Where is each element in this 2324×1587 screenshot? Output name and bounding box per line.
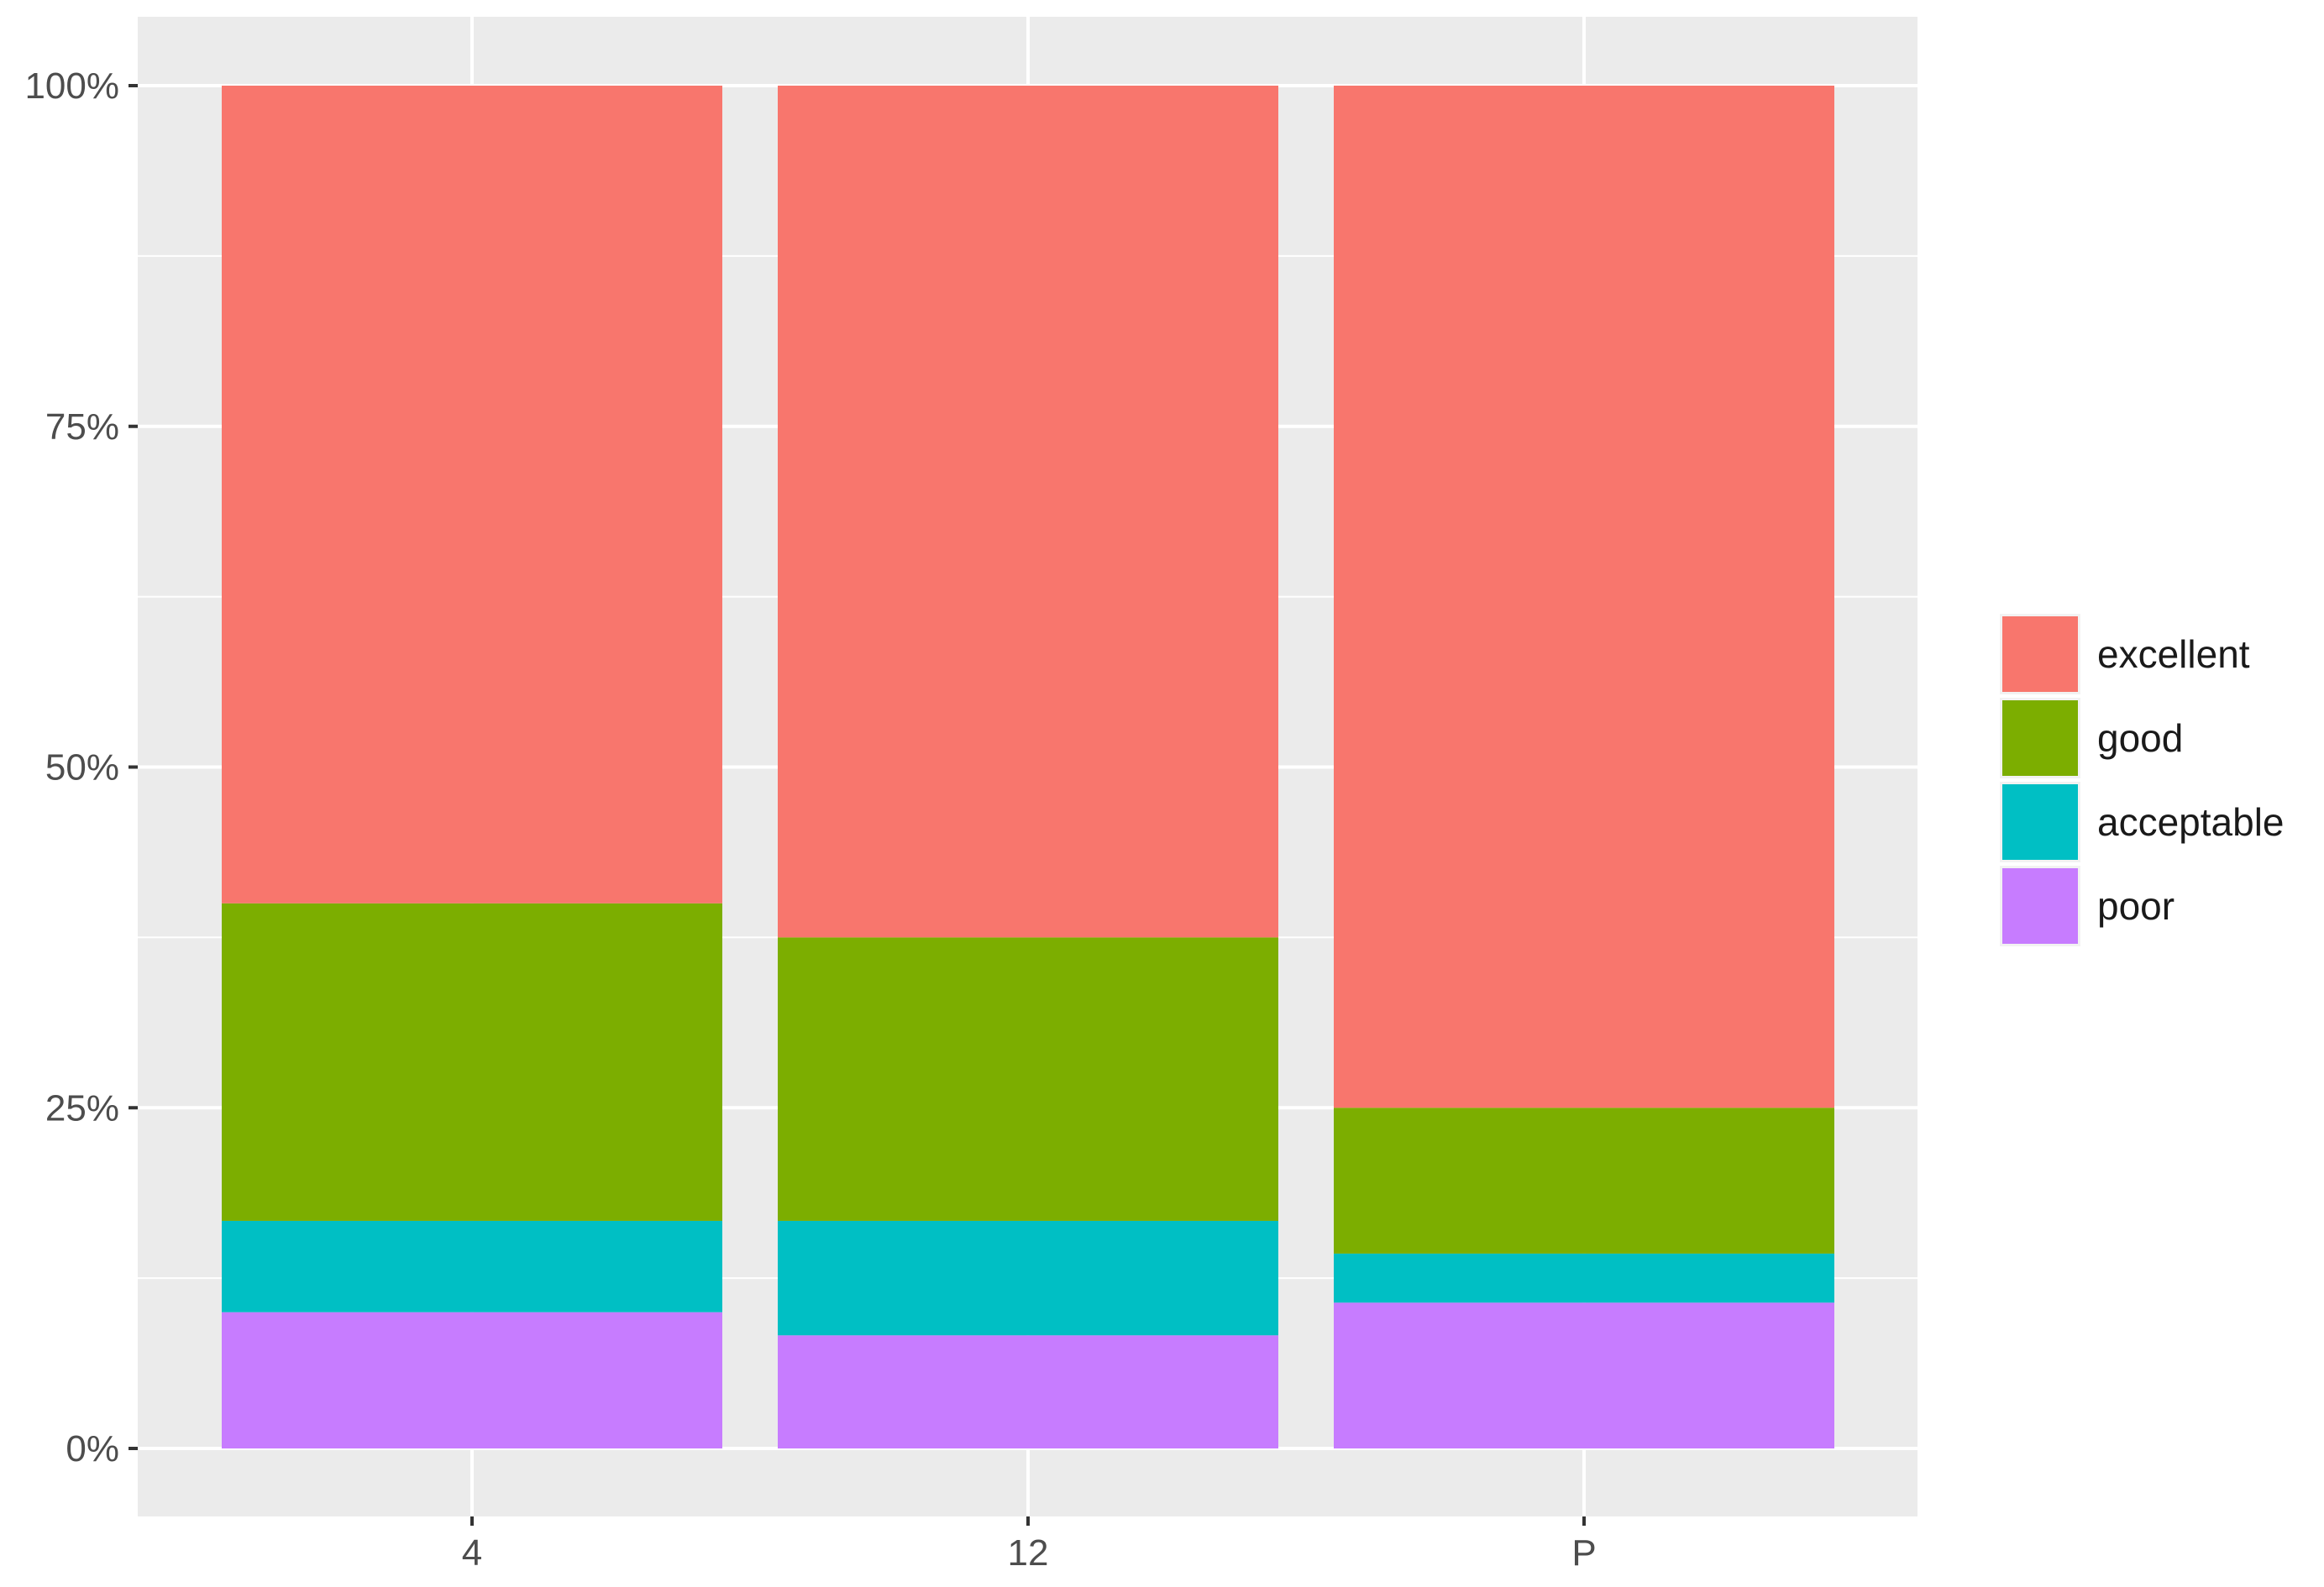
x-axis: 4 12 P xyxy=(462,1516,1597,1574)
bar-segment-good-4 xyxy=(222,903,722,1221)
y-tick-label: 75% xyxy=(45,406,119,448)
bar-segment-acceptable-12 xyxy=(778,1220,1278,1336)
legend-key-good xyxy=(2002,700,2078,776)
legend-label-poor: poor xyxy=(2097,884,2174,928)
bar-segment-acceptable-P xyxy=(1334,1253,1834,1303)
legend-key-acceptable xyxy=(2002,784,2078,860)
bar-segment-poor-4 xyxy=(222,1312,722,1448)
x-tick-label: P xyxy=(1571,1532,1596,1574)
y-tick-label: 50% xyxy=(45,747,119,788)
legend: excellent good acceptable poor xyxy=(2000,614,2285,946)
bar-segment-poor-12 xyxy=(778,1335,1278,1448)
legend-label-acceptable: acceptable xyxy=(2097,800,2285,844)
bar-segment-excellent-4 xyxy=(222,86,722,903)
legend-key-poor xyxy=(2002,868,2078,944)
bar-segment-acceptable-4 xyxy=(222,1220,722,1312)
bar-segment-excellent-12 xyxy=(778,86,1278,938)
legend-key-excellent xyxy=(2002,616,2078,692)
x-tick-label: 12 xyxy=(1008,1532,1049,1574)
y-tick-label: 25% xyxy=(45,1087,119,1129)
legend-label-good: good xyxy=(2097,716,2183,760)
bar-segment-good-12 xyxy=(778,937,1278,1221)
bars xyxy=(222,86,1834,1448)
x-tick-label: 4 xyxy=(462,1532,482,1574)
y-tick-label: 0% xyxy=(66,1428,119,1469)
y-tick-label: 100% xyxy=(24,65,119,107)
legend-label-excellent: excellent xyxy=(2097,632,2250,676)
y-axis: 0% 25% 50% 75% 100% xyxy=(24,65,138,1469)
bar-segment-excellent-P xyxy=(1334,86,1834,1108)
bar-segment-good-P xyxy=(1334,1108,1834,1254)
bar-segment-poor-P xyxy=(1334,1302,1834,1448)
